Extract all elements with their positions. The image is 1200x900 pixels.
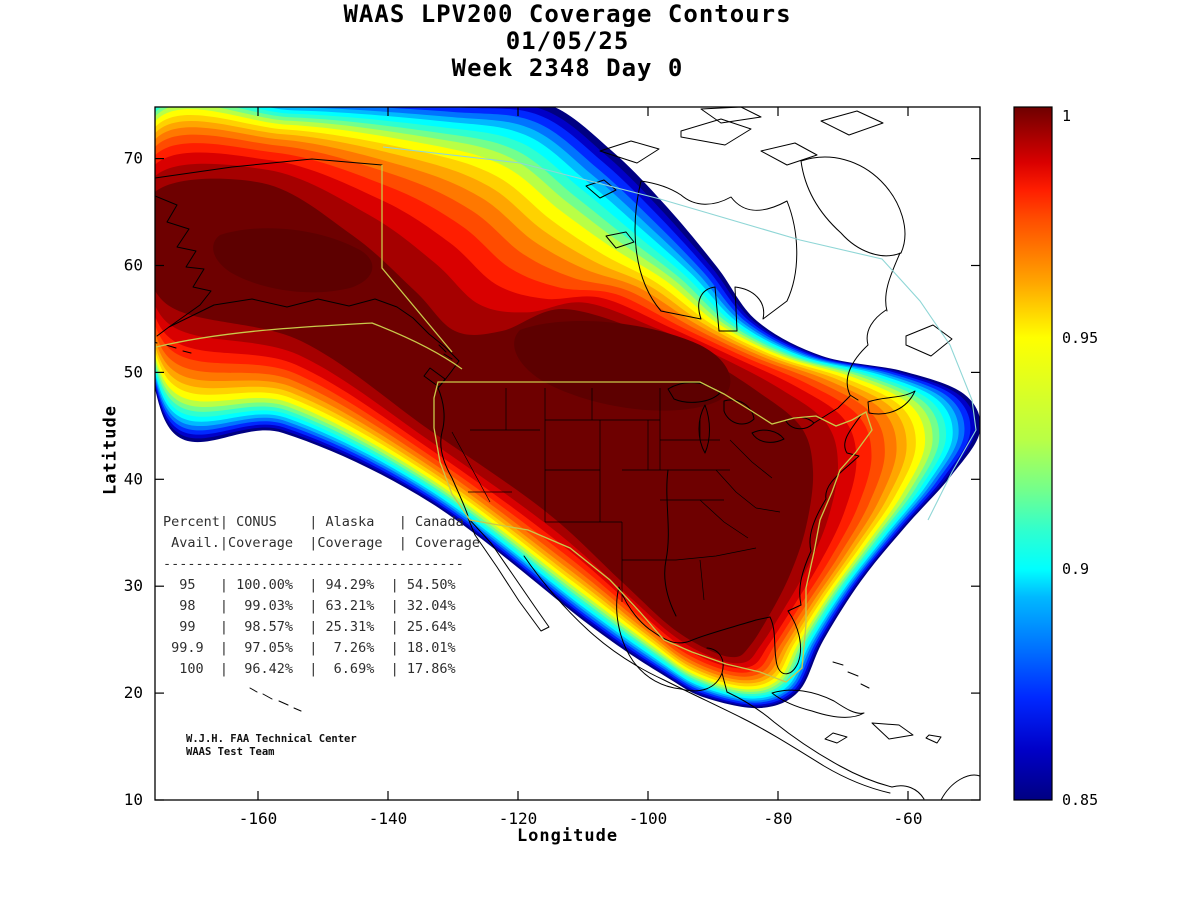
coverage-table: Percent| CONUS | Alaska | Canada Avail.|…	[163, 514, 480, 677]
coastline	[467, 517, 550, 632]
region-boundary-conus-alaska	[155, 322, 463, 370]
coastline	[585, 179, 617, 199]
colorbar	[1013, 106, 1053, 801]
coastline	[599, 140, 660, 164]
coastline	[846, 309, 887, 401]
x-tick-label: -160	[239, 809, 278, 828]
region-boundary-canada	[382, 146, 977, 521]
coastline	[605, 231, 635, 249]
y-axis-label: Latitude	[100, 405, 121, 495]
coastline	[824, 732, 848, 744]
coastline	[820, 110, 884, 136]
y-tick-label: 70	[124, 149, 143, 168]
coastline	[168, 298, 460, 362]
state-border	[755, 507, 781, 513]
coastline	[155, 195, 212, 337]
axes-box	[154, 106, 981, 801]
colorbar-tick-label: 0.85	[1062, 791, 1098, 809]
coastline	[885, 252, 901, 312]
state-border	[675, 547, 757, 561]
coastline	[760, 142, 818, 166]
map-layer	[155, 107, 980, 800]
coastline	[832, 661, 870, 689]
x-axis-label: Longitude	[516, 826, 619, 846]
coastline	[667, 382, 721, 403]
coastline	[437, 387, 469, 517]
x-tick-label: -60	[894, 809, 923, 828]
x-tick-label: -120	[499, 809, 538, 828]
coastline	[905, 324, 953, 357]
state-border	[715, 469, 757, 509]
contour-core-patch	[213, 228, 373, 293]
coastline	[698, 404, 710, 454]
credit-line-1: W.J.H. FAA Technical Center	[186, 733, 357, 745]
credit-text: W.J.H. FAA Technical Center WAAS Test Te…	[186, 733, 357, 759]
title-line-1: WAAS LPV200 Coverage Contours	[343, 0, 792, 28]
coastline	[616, 586, 757, 690]
y-tick-label: 10	[124, 790, 143, 809]
colorbar-tick-label: 0.9	[1062, 560, 1089, 578]
y-tick-label: 30	[124, 576, 143, 595]
coastline	[771, 689, 865, 718]
coastline	[751, 429, 785, 443]
coastline	[867, 390, 916, 415]
title-line-3: Week 2348 Day 0	[451, 54, 684, 82]
region-boundary-conus-alaska	[433, 381, 873, 683]
x-tick-label: -140	[369, 809, 408, 828]
y-tick-label: 40	[124, 469, 143, 488]
coastline	[925, 734, 942, 744]
contour-band	[155, 178, 814, 658]
state-border	[451, 431, 491, 503]
region-boundary-conus-alaska	[381, 165, 453, 353]
coastline	[755, 604, 802, 675]
x-tick-label: -100	[629, 809, 668, 828]
colorbar-tick-label: 0.95	[1062, 329, 1098, 347]
title-line-2: 01/05/25	[505, 27, 630, 55]
coastline	[700, 107, 762, 124]
coastline	[871, 722, 914, 740]
coastline	[799, 413, 863, 606]
coastline	[423, 367, 446, 388]
credit-line-2: WAAS Test Team	[186, 746, 275, 758]
colorbar-tick-label: 1	[1062, 107, 1071, 125]
figure-title: WAAS LPV200 Coverage Contours 01/05/25 W…	[155, 1, 980, 82]
y-tick-label: 60	[124, 256, 143, 275]
coastline	[634, 180, 798, 332]
coastline	[813, 395, 851, 424]
coastline	[680, 118, 752, 146]
coastline	[891, 774, 980, 800]
coastline	[523, 555, 891, 794]
coastline	[680, 647, 893, 788]
coastline	[155, 158, 383, 179]
state-border	[729, 439, 773, 479]
x-tick-label: -80	[764, 809, 793, 828]
y-tick-label: 50	[124, 362, 143, 381]
y-tick-label: 20	[124, 683, 143, 702]
state-border	[699, 559, 705, 601]
coastline	[723, 399, 755, 425]
coastline	[249, 687, 302, 712]
coastline	[800, 156, 906, 257]
contour-core-patch	[514, 321, 731, 411]
state-border	[699, 499, 749, 539]
